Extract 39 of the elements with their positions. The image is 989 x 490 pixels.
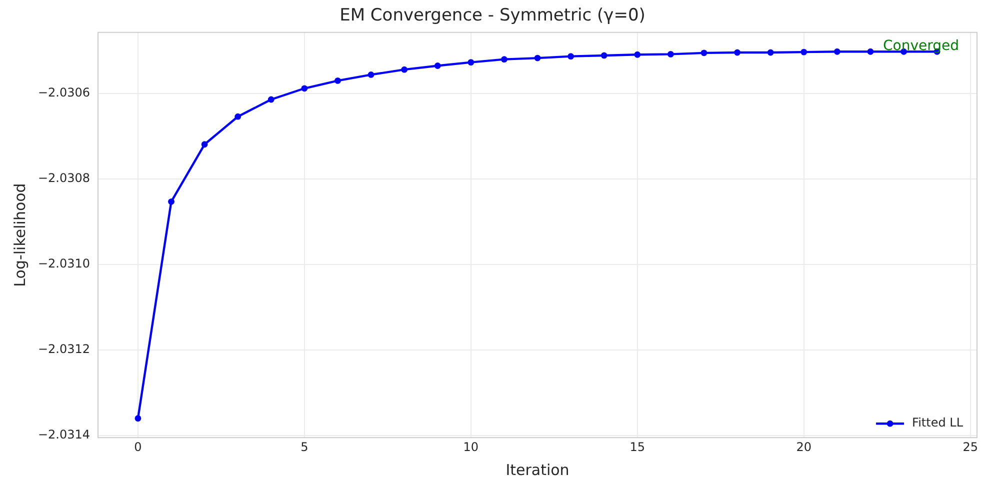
y-tick-label: −2.0310 — [38, 256, 90, 271]
chart-title: EM Convergence - Symmetric (γ=0) — [340, 6, 646, 26]
y-tick-label: −2.0306 — [38, 86, 90, 100]
legend-label: Fitted LL — [912, 416, 964, 430]
x-tick-label: 15 — [630, 440, 646, 454]
x-tick-label: 0 — [134, 440, 142, 454]
y-tick-label: −2.0312 — [38, 342, 90, 356]
point — [867, 48, 874, 55]
point — [734, 49, 740, 56]
point — [534, 54, 541, 62]
y-tick-label: −2.0308 — [38, 171, 90, 186]
y-axis-title: Log-likelihood — [10, 183, 29, 287]
point — [834, 48, 840, 55]
point — [501, 56, 508, 63]
point — [767, 49, 774, 56]
x-tick-label: 5 — [300, 440, 308, 454]
point — [134, 415, 142, 422]
x-tick-label: 20 — [796, 440, 812, 454]
point — [600, 52, 608, 59]
point — [301, 85, 308, 92]
point — [201, 141, 208, 148]
point — [368, 72, 374, 78]
point — [468, 59, 474, 66]
x-tick-label: 10 — [463, 440, 479, 454]
point — [700, 50, 708, 56]
x-tick-label: 25 — [962, 440, 978, 454]
point — [568, 53, 574, 60]
point — [434, 62, 441, 69]
x-axis-title: Iteration — [506, 460, 570, 479]
point — [800, 48, 808, 56]
y-tick-label: −2.0314 — [38, 428, 90, 442]
point — [268, 96, 274, 103]
point — [234, 113, 242, 120]
point — [334, 78, 341, 84]
point — [168, 198, 174, 205]
point — [667, 51, 674, 58]
point — [634, 51, 641, 58]
annotation: Converged — [882, 38, 959, 54]
point — [401, 66, 408, 73]
